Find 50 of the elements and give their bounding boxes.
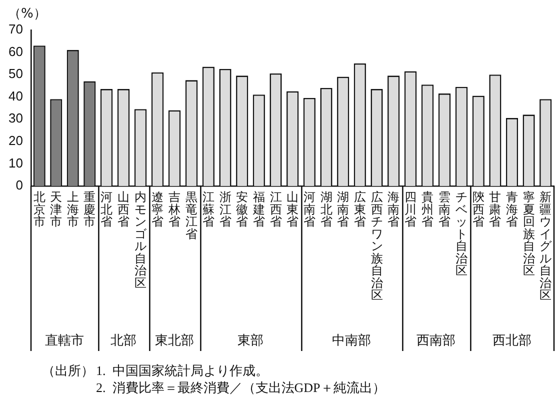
- x-tick-label: 吉林省: [168, 190, 180, 229]
- x-tick-label: 寧夏回族自治区: [522, 190, 535, 278]
- x-tick-label: 陝西省: [472, 190, 484, 229]
- x-tick-label: 湖北省: [320, 190, 332, 229]
- y-tick-label: 70: [8, 22, 23, 37]
- x-tick-label: 安徽省: [236, 190, 248, 229]
- x-tick-label: 海南省: [388, 190, 400, 229]
- x-tick-label: 内モンゴル自治区: [134, 190, 148, 290]
- x-tick-label: 甘粛省: [489, 190, 502, 229]
- y-tick-label: 50: [8, 66, 23, 82]
- x-tick-label: 江西省: [270, 190, 282, 229]
- y-tick-label: 40: [8, 88, 23, 104]
- x-tick-label: 遼寧省: [152, 190, 164, 229]
- x-tick-label: 青海省: [506, 190, 518, 229]
- y-tick-label: 60: [8, 44, 23, 59]
- category-label: 広西チワン族自治区: [370, 190, 383, 302]
- y-tick-label: 30: [8, 110, 23, 126]
- x-tick-label: 江蘇省: [202, 190, 214, 229]
- x-tick-label: 貴州省: [422, 190, 434, 229]
- x-tick-label: 北京市: [33, 190, 46, 229]
- x-tick-label: 河北省: [100, 190, 112, 229]
- x-axis-title: 西南部: [416, 333, 456, 348]
- x-tick-label: 山西省: [118, 190, 130, 229]
- y-tick-label: 10: [8, 155, 23, 170]
- x-tick-label: 上海市: [66, 190, 79, 229]
- x-tick-label: 福建省: [252, 190, 265, 229]
- x-tick-label: 湖南省: [337, 190, 350, 229]
- x-tick-label: 黒竜江省: [186, 190, 198, 241]
- x-tick-label: チベット自治区: [456, 190, 468, 278]
- x-tick-label: 浙江省: [219, 190, 232, 229]
- x-tick-label: 重慶市: [84, 190, 96, 229]
- y-axis-title: （%）: [8, 6, 46, 22]
- x-axis-title: 中南部: [332, 333, 371, 348]
- x-axis-title: 北部: [110, 333, 136, 348]
- x-axis-title: 東北部: [155, 333, 194, 348]
- x-axis-title: 東部: [238, 333, 264, 348]
- x-tick-label: 四川省: [404, 190, 416, 229]
- x-axis-title: 西北部: [492, 333, 532, 348]
- text: 1. 中国国家統計局より作成。: [96, 362, 270, 379]
- x-tick-label: 広東省: [354, 190, 366, 229]
- y-tick-label: 20: [8, 133, 23, 148]
- x-tick-label: 天津市: [50, 190, 62, 229]
- text: （出所）: [42, 362, 95, 380]
- x-tick-label: 山東省: [286, 190, 299, 229]
- x-tick-label: 河南省: [303, 190, 316, 229]
- x-axis-title: 直轄市: [45, 333, 84, 348]
- x-tick-label: 雲南省: [438, 190, 450, 229]
- text: 2. 消費比率＝最終消費／（支出法GDP＋純流出）: [96, 379, 386, 396]
- category-label: 新疆ウイグル自治区: [540, 190, 552, 302]
- y-tick-label: 0: [16, 178, 23, 193]
